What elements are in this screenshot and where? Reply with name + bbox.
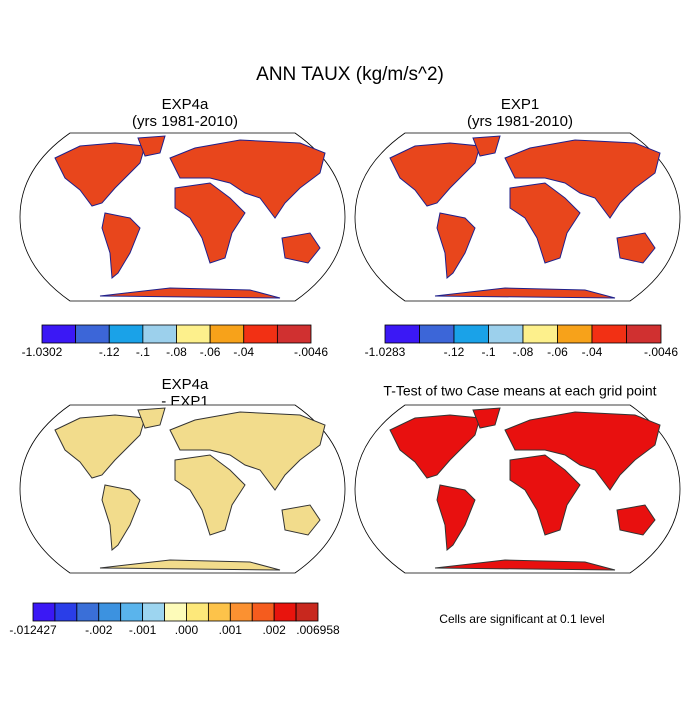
note: Cells are significant at 0.1 level <box>439 612 604 626</box>
colorbar-box <box>207 602 231 622</box>
colorbar-box <box>488 324 524 344</box>
colorbar-label: -1.0302 <box>22 345 63 359</box>
colorbar-box <box>384 324 420 344</box>
colorbar-box <box>108 324 144 344</box>
colorbar-box <box>76 602 100 622</box>
colorbar-label: -.0046 <box>294 345 328 359</box>
colorbar-label: -.08 <box>513 345 534 359</box>
colorbar-label: -.002 <box>85 623 113 637</box>
figure-title: ANN TAUX (kg/m/s^2) <box>256 64 444 85</box>
panel-title: (yrs 1981-2010) <box>132 113 238 130</box>
colorbar-box <box>98 602 122 622</box>
colorbar-box <box>32 602 56 622</box>
colorbar-label: .000 <box>175 623 199 637</box>
panel-title: (yrs 1981-2010) <box>467 113 573 130</box>
panel-title: EXP4a <box>162 96 209 113</box>
colorbar-box <box>54 602 78 622</box>
colorbar-box <box>164 602 187 622</box>
colorbar-label: .006958 <box>296 623 340 637</box>
map <box>19 132 346 302</box>
map <box>354 132 681 302</box>
colorbar-label: -.08 <box>166 345 187 359</box>
panel-title: T-Test of two Case means at each grid po… <box>383 383 656 399</box>
panel-title: EXP1 <box>501 96 539 113</box>
colorbar-box <box>522 324 558 344</box>
colorbar-label: -.0046 <box>644 345 678 359</box>
colorbar-label: .001 <box>219 623 243 637</box>
colorbar-box <box>557 324 593 344</box>
colorbar-box <box>75 324 110 344</box>
colorbar-box <box>142 602 165 622</box>
panel-title: EXP4a <box>162 376 209 393</box>
colorbar-label: -.001 <box>129 623 157 637</box>
colorbar-box <box>209 324 245 344</box>
colorbar-box <box>276 324 312 344</box>
colorbar-label: -1.0283 <box>365 345 406 359</box>
map <box>354 404 681 574</box>
colorbar-box <box>419 324 455 344</box>
colorbar-label: -.12 <box>99 345 120 359</box>
colorbar-box <box>229 602 253 622</box>
colorbar-box <box>243 324 278 344</box>
map <box>19 404 346 574</box>
colorbar-box <box>176 324 211 344</box>
colorbar-label: .002 <box>262 623 286 637</box>
colorbar-label: -.1 <box>481 345 495 359</box>
colorbar-box <box>120 602 144 622</box>
colorbar-label: -.012427 <box>9 623 57 637</box>
colorbar-box <box>142 324 177 344</box>
colorbar-label: -.06 <box>547 345 568 359</box>
colorbar-label: -.1 <box>136 345 150 359</box>
colorbar-box <box>251 602 275 622</box>
colorbar-box <box>591 324 627 344</box>
colorbar-label: -.04 <box>233 345 254 359</box>
colorbar-box <box>453 324 489 344</box>
colorbar-box <box>186 602 209 622</box>
colorbar-label: -.06 <box>200 345 221 359</box>
colorbar-box <box>273 602 297 622</box>
colorbar-box <box>626 324 662 344</box>
colorbar-label: -.12 <box>444 345 465 359</box>
colorbar-box <box>295 602 319 622</box>
colorbar-box <box>41 324 77 344</box>
colorbar-label: -.04 <box>582 345 603 359</box>
